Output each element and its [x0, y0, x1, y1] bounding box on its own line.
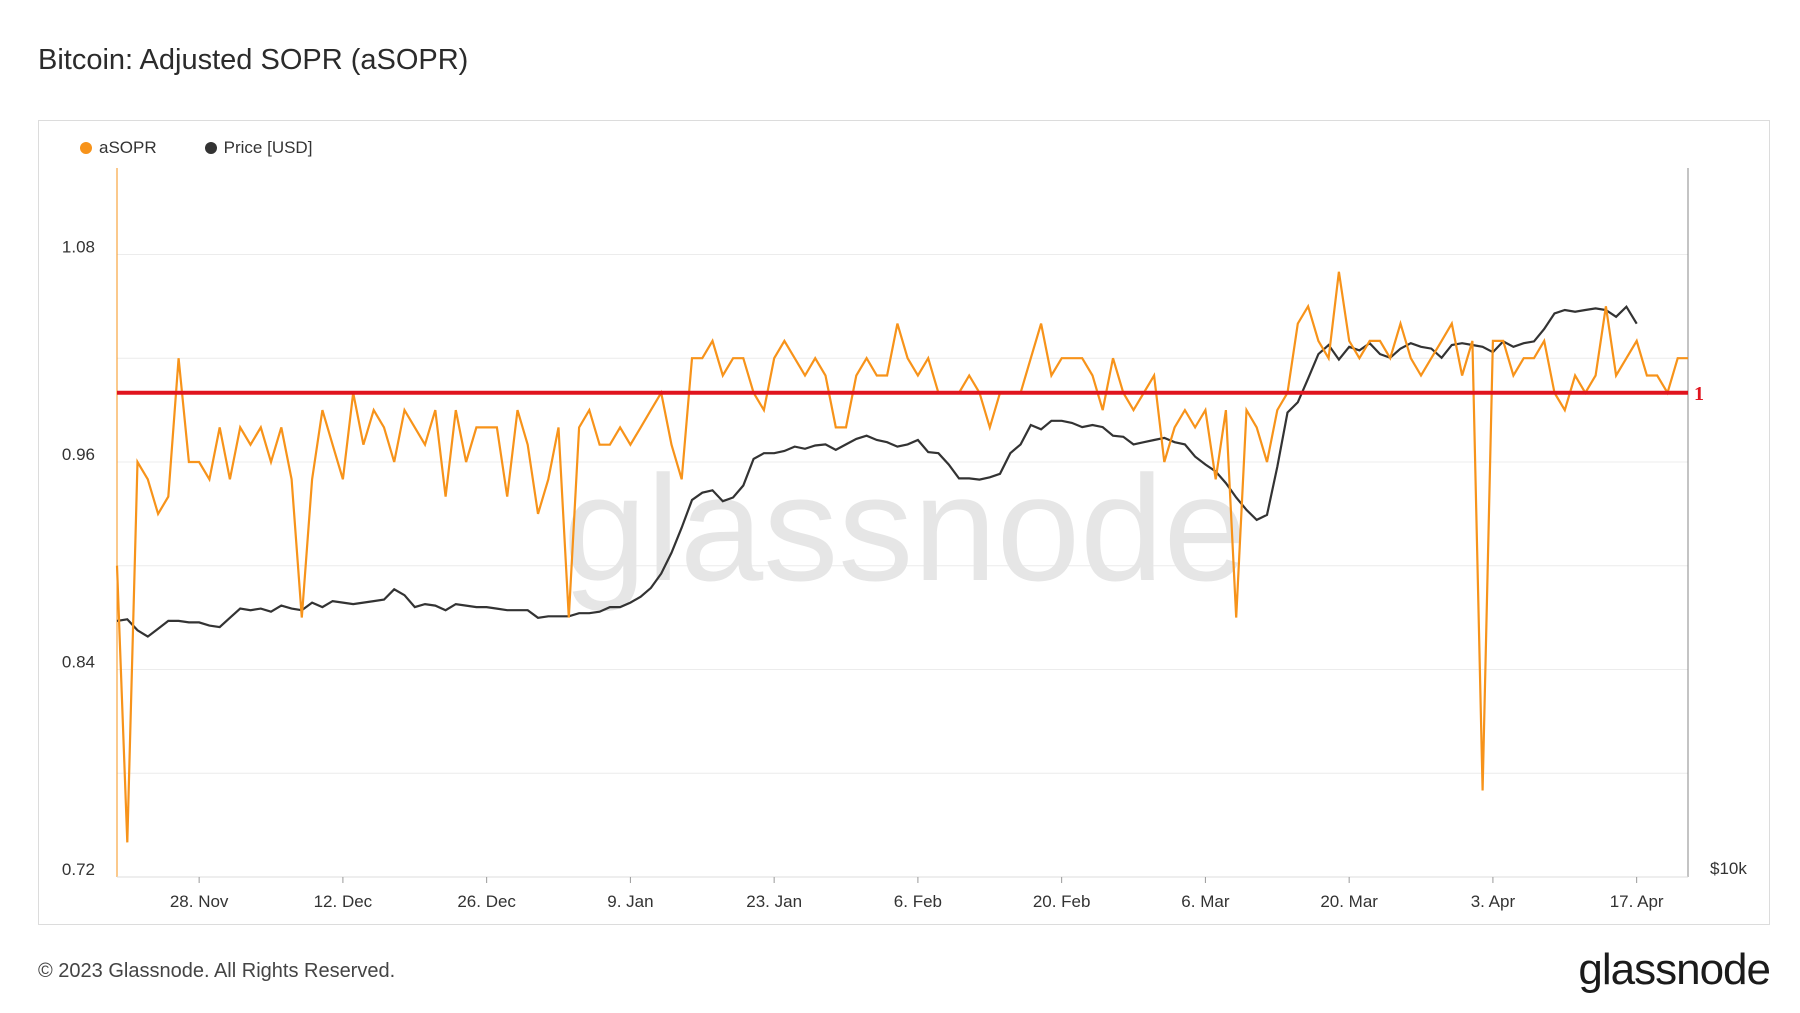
right-axis-tick: $10k — [1710, 859, 1747, 878]
reference-line-label: 1 — [1694, 383, 1704, 405]
x-tick-label: 17. Apr — [1610, 892, 1664, 911]
watermark: glassnode — [563, 444, 1247, 612]
footer-copyright: © 2023 Glassnode. All Rights Reserved. — [38, 960, 396, 982]
chart-title: Bitcoin: Adjusted SOPR (aSOPR) — [38, 44, 469, 76]
y-tick-label: 1.08 — [62, 237, 95, 256]
gridlines — [117, 253, 1688, 774]
legend-asopr-dot — [80, 142, 92, 154]
y-tick-label: 0.84 — [62, 652, 95, 671]
x-tick-label: 9. Jan — [607, 892, 653, 911]
x-tick-label: 28. Nov — [170, 892, 229, 911]
legend-asopr-label: aSOPR — [99, 138, 157, 157]
legend-price-dot — [204, 142, 217, 154]
legend-price-label: Price [USD] — [223, 138, 313, 157]
x-tick-label: 26. Dec — [457, 892, 516, 911]
x-tick-label: 23. Jan — [746, 892, 802, 911]
chart-legend: aSOPR Price [USD] — [80, 138, 312, 158]
series-price-line — [116, 304, 1638, 638]
x-tick-label: 6. Mar — [1181, 892, 1230, 911]
legend-item-asopr[interactable]: aSOPR — [80, 138, 157, 158]
x-axis-ticks: 28. Nov 12. Dec 26. Dec 9. Jan 23. Jan 6. Feb… — [170, 877, 1664, 911]
x-tick-label: 6. Feb — [894, 892, 942, 911]
y-tick-label: 0.96 — [62, 445, 95, 464]
x-tick-label: 20. Mar — [1320, 892, 1378, 911]
chart-frame — [38, 120, 1770, 925]
x-tick-label: 20. Feb — [1033, 892, 1091, 911]
x-tick-label: 3. Apr — [1471, 892, 1516, 911]
x-tick-label: 12. Dec — [314, 892, 373, 911]
y-axis-ticks: 1.08 0.96 0.84 0.72 — [62, 237, 95, 879]
series-asopr-line — [115, 271, 1688, 843]
footer-brand-logo: glassnode — [1578, 945, 1771, 994]
legend-item-price[interactable]: Price [USD] — [204, 138, 313, 158]
y-tick-label: 0.72 — [62, 860, 95, 879]
